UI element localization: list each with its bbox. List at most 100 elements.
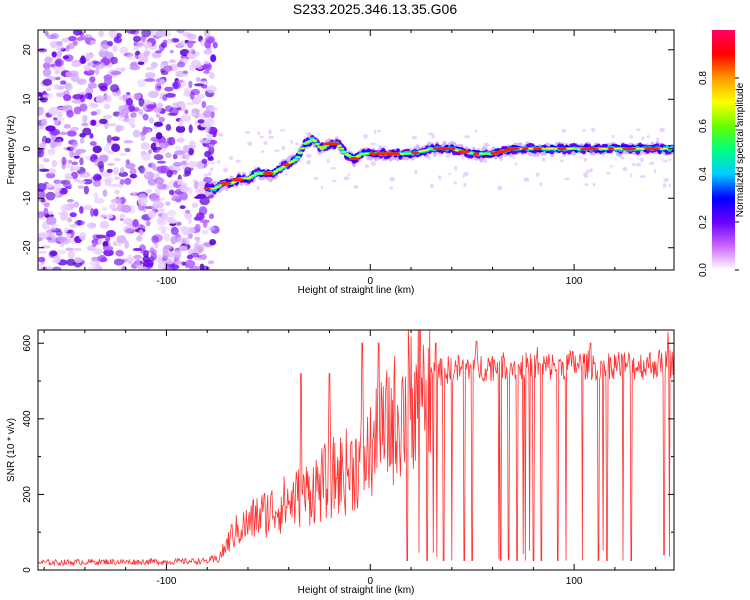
noise-blob xyxy=(191,202,199,208)
noise-blob xyxy=(38,107,45,116)
noise-blob xyxy=(123,140,134,144)
frequency-ridge xyxy=(203,132,674,197)
noise-blob xyxy=(195,189,203,194)
noise-blob xyxy=(106,230,116,238)
ridge-segment xyxy=(317,146,323,148)
noise-blob xyxy=(95,67,100,76)
noise-blob xyxy=(85,92,93,100)
noise-blob xyxy=(157,183,167,190)
noise-speck xyxy=(659,127,665,133)
noise-blob xyxy=(184,237,190,246)
noise-blob xyxy=(73,106,82,115)
noise-blob xyxy=(115,249,124,257)
noise-blob xyxy=(96,234,107,239)
noise-blob xyxy=(107,162,116,167)
noise-speck xyxy=(454,165,458,171)
ridge-peak xyxy=(457,150,471,154)
noise-speck xyxy=(247,141,253,147)
noise-speck xyxy=(589,168,593,173)
noise-blob xyxy=(207,156,214,162)
noise-speck xyxy=(430,183,434,189)
noise-blob xyxy=(185,152,190,162)
noise-blob xyxy=(202,265,210,270)
noise-speck xyxy=(649,161,655,166)
noise-blob xyxy=(207,260,215,265)
noise-blob xyxy=(132,35,141,42)
noise-blob xyxy=(66,130,77,137)
noise-blob xyxy=(44,30,49,37)
noise-blob xyxy=(175,221,182,226)
noise-blob xyxy=(204,150,211,158)
noise-blob xyxy=(125,159,130,165)
noise-blob xyxy=(48,107,60,116)
colorbar-tick-label: 0.6 xyxy=(698,119,709,133)
noise-blob xyxy=(71,161,79,166)
noise-blob xyxy=(73,201,80,208)
noise-blob xyxy=(59,80,67,85)
noise-blob xyxy=(92,175,98,182)
ridge-peak xyxy=(283,163,291,167)
noise-blob xyxy=(98,30,104,38)
noise-blob xyxy=(113,176,121,181)
noise-blob xyxy=(56,236,68,242)
noise-blob xyxy=(184,166,192,175)
noise-blob xyxy=(152,201,159,206)
noise-blob xyxy=(70,126,79,132)
noise-speck xyxy=(259,135,265,139)
noise-blob xyxy=(201,229,209,235)
ridge-segment xyxy=(341,151,347,153)
noise-blob xyxy=(38,256,46,263)
noise-speck xyxy=(497,185,503,191)
noise-blob xyxy=(144,72,156,79)
noise-blob xyxy=(52,183,62,193)
noise-blob xyxy=(90,119,97,126)
noise-blob xyxy=(157,216,165,224)
spectrogram-y-tick-label: 10 xyxy=(22,93,33,105)
noise-blob xyxy=(92,242,97,248)
noise-blob xyxy=(155,82,162,92)
noise-speck xyxy=(646,134,650,139)
noise-blob xyxy=(112,243,122,247)
spectrogram-area xyxy=(38,30,674,270)
noise-blob xyxy=(38,232,49,239)
noise-blob xyxy=(132,191,137,197)
noise-blob xyxy=(51,159,58,168)
ridge-peak xyxy=(410,151,420,155)
noise-blob xyxy=(103,74,113,81)
noise-blob xyxy=(66,198,74,203)
noise-blob xyxy=(199,219,211,224)
noise-blob xyxy=(108,30,118,39)
noise-blob xyxy=(157,160,166,164)
noise-blob xyxy=(157,254,162,261)
noise-blob xyxy=(150,61,159,69)
ridge-segment xyxy=(312,140,318,142)
noise-blob xyxy=(168,59,176,64)
noise-blob xyxy=(119,213,126,219)
ridge-segment xyxy=(251,174,257,176)
ridge-segment xyxy=(300,147,306,150)
noise-blob xyxy=(186,226,196,235)
noise-blob xyxy=(164,86,174,92)
noise-speck xyxy=(295,142,299,146)
noise-blob xyxy=(174,150,186,156)
noise-speck xyxy=(411,135,418,140)
noise-blob xyxy=(82,114,88,124)
noise-blob xyxy=(126,53,138,60)
ridge-peak xyxy=(332,142,340,146)
noise-blob xyxy=(59,243,65,248)
noise-blob xyxy=(67,250,75,260)
noise-blob xyxy=(60,211,69,217)
colorbar-ticks: 0.0 0.2 0.4 0.6 0.8 xyxy=(698,71,739,277)
ridge-segment xyxy=(278,168,284,170)
noise-blob xyxy=(41,118,48,127)
noise-blob xyxy=(129,65,141,71)
noise-blob xyxy=(137,61,145,65)
noise-blob xyxy=(184,211,193,220)
noise-blob xyxy=(46,236,52,241)
ridge-segment xyxy=(214,186,220,189)
noise-speck xyxy=(414,169,418,175)
noise-blob xyxy=(103,249,114,257)
noise-speck xyxy=(320,185,324,190)
noise-blob xyxy=(171,81,182,90)
noise-blob xyxy=(64,83,71,90)
